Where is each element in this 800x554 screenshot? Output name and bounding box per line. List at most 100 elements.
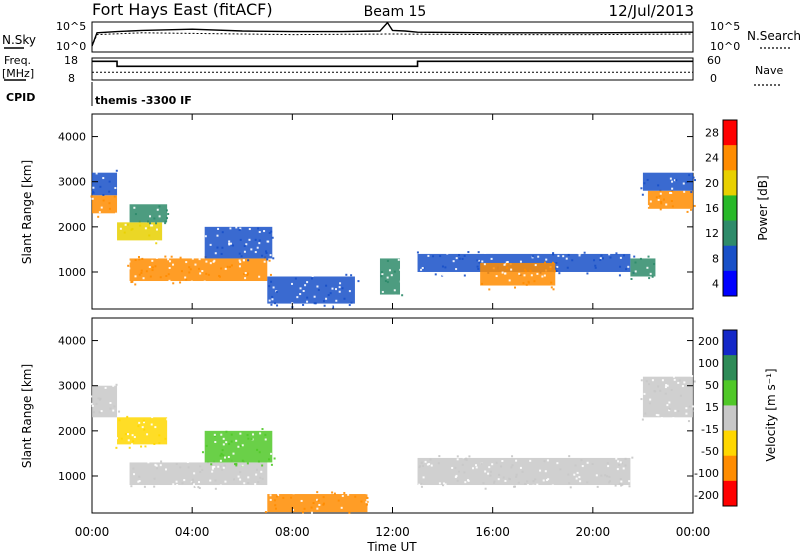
range-cell [165,274,168,277]
range-cell [144,227,147,230]
range-cell [529,270,532,273]
range-cell [322,503,325,506]
y-tick-label: 4000 [58,131,86,144]
range-cell [123,231,126,234]
range-cell-block [647,190,693,209]
range-cell [120,437,123,440]
range-cell [534,264,537,267]
range-cell [599,257,602,260]
range-cell [204,235,207,238]
range-cell [221,449,224,452]
range-cell [641,418,644,421]
range-cell [386,276,389,279]
range-cell [113,195,116,198]
range-cell [484,251,487,254]
range-cell [660,417,663,420]
range-cell [263,260,266,263]
range-cell [275,290,278,293]
range-cell [156,467,159,470]
range-cell [620,480,623,483]
range-cell [426,463,429,466]
range-cell [455,474,458,477]
range-cell [213,434,216,437]
range-cell [345,273,348,276]
range-cell [205,272,208,275]
range-cell [341,287,344,290]
range-cell [142,419,145,422]
range-cell [644,412,647,415]
range-cell [223,464,226,467]
range-cell [455,257,458,260]
range-cell [488,466,491,469]
range-cell [649,272,652,275]
range-cell [691,375,694,378]
range-cell [602,272,605,275]
range-cell [235,439,238,442]
range-cell [243,283,246,286]
range-cell [651,275,654,278]
range-cell [193,485,196,488]
range-cell [599,258,602,261]
range-cell [550,281,553,284]
range-cell [592,486,595,489]
range-cell [313,302,316,305]
range-cell [546,459,549,462]
range-cell [228,240,231,243]
range-cell [619,273,622,276]
range-cell [685,181,688,184]
range-cell-block [129,462,268,486]
range-cell [446,252,449,255]
range-cell [643,392,646,395]
range-cell [608,475,611,478]
colorbar-tick-label: -200 [694,489,719,502]
range-cell [317,499,320,502]
range-cell [565,257,568,260]
date-title: 12/Jul/2013 [609,2,694,20]
range-cell [338,290,341,293]
range-cell [664,392,667,395]
range-cell [429,458,432,461]
range-cell [618,482,621,485]
range-cell [218,274,221,277]
range-cell [144,445,147,448]
range-cell [519,260,522,263]
range-cell [671,205,674,208]
range-cell [643,170,646,173]
range-cell [657,385,660,388]
range-cell [155,222,158,225]
range-cell [552,252,555,255]
range-cell [185,278,188,281]
range-cell [609,256,612,259]
colorbar-tick-label: 50 [705,379,719,392]
range-cell [518,272,521,275]
range-cell [532,480,535,483]
range-cell [151,224,154,227]
range-cell [620,484,623,487]
range-cell [586,481,589,484]
range-cell [164,220,167,223]
range-cell [256,448,259,451]
station-title: Fort Hays East (fitACF) [92,0,273,19]
range-cell [311,274,314,277]
range-cell [484,470,487,473]
range-cell [214,487,217,490]
range-cell [102,199,105,202]
range-cell [323,300,326,303]
range-cell [142,277,145,280]
range-cell [634,270,637,273]
range-cell [335,299,338,302]
range-cell [437,462,440,465]
range-cell [596,485,599,488]
colorbar-tick-label: 4 [712,277,719,290]
range-cell [92,186,95,189]
range-cell [677,381,680,384]
range-cell [292,508,295,511]
range-cell [671,180,674,183]
range-cell [189,268,192,271]
range-cell [491,463,494,466]
range-cell [401,269,404,272]
range-cell [618,463,621,466]
range-cell [269,515,272,518]
range-cell [619,461,622,464]
range-cell [151,269,154,272]
